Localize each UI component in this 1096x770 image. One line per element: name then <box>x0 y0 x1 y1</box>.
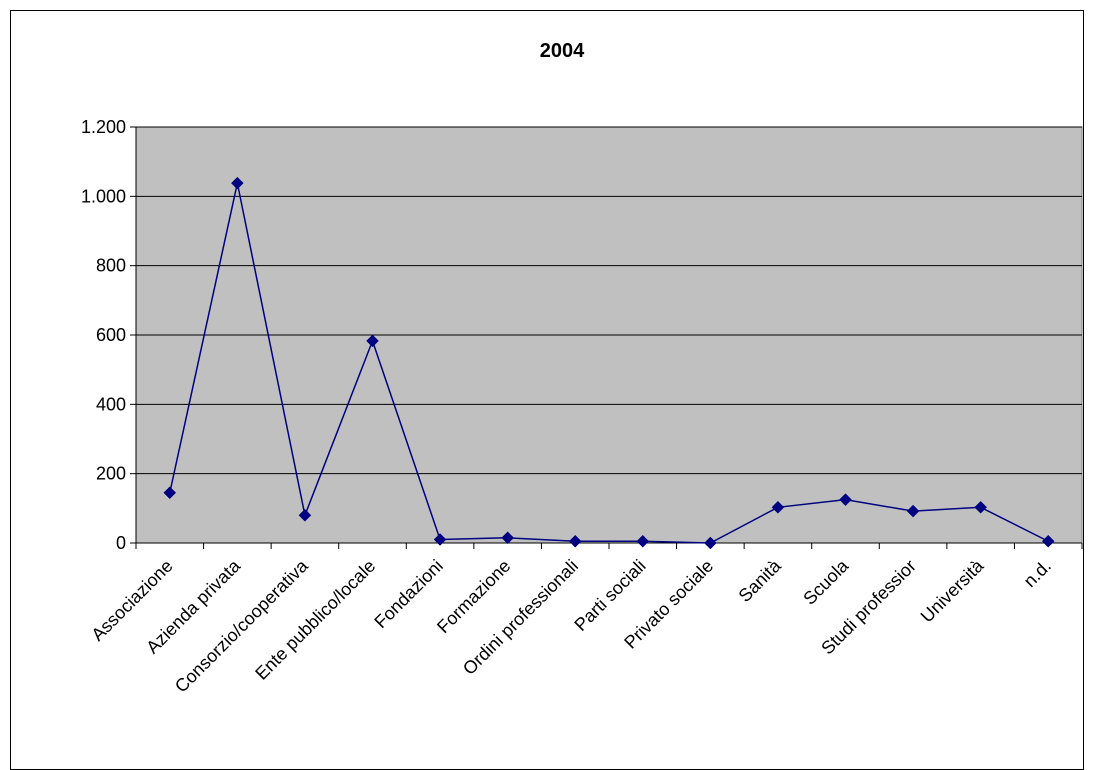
y-tick-label: 1.000 <box>81 186 126 206</box>
data-point-marker <box>568 534 582 548</box>
x-tick-label: Scuola <box>799 555 853 609</box>
y-tick-label: 200 <box>96 464 126 484</box>
data-point-marker <box>704 536 717 550</box>
data-point-marker <box>1041 534 1055 548</box>
y-tick-label: 1.200 <box>81 117 126 137</box>
data-point-marker <box>771 500 785 514</box>
x-tick-label: Consorzio/cooperativa <box>171 555 312 696</box>
data-point-marker <box>839 493 852 507</box>
y-tick-label: 0 <box>116 533 126 553</box>
data-point-marker <box>906 504 920 518</box>
data-point-marker <box>366 334 379 348</box>
data-point-marker <box>298 508 312 522</box>
data-point-marker <box>636 534 650 548</box>
y-tick-label: 400 <box>96 394 126 414</box>
data-point-marker <box>501 531 514 545</box>
x-tick-label: Sanità <box>735 555 786 606</box>
data-point-marker <box>974 500 987 514</box>
data-point-marker <box>433 533 447 546</box>
x-tick-label: Ente pubblico/locale <box>251 556 379 684</box>
x-tick-label: Università <box>917 555 988 626</box>
x-tick-label: n.d. <box>1020 556 1055 591</box>
chart-title: 2004 <box>540 40 585 62</box>
data-point-marker <box>163 486 177 500</box>
y-tick-label: 600 <box>96 325 126 345</box>
series-line <box>169 183 1049 544</box>
y-tick-label: 800 <box>96 256 126 276</box>
x-tick-label: Ordini professionali <box>459 556 582 679</box>
data-point-marker <box>231 176 244 190</box>
